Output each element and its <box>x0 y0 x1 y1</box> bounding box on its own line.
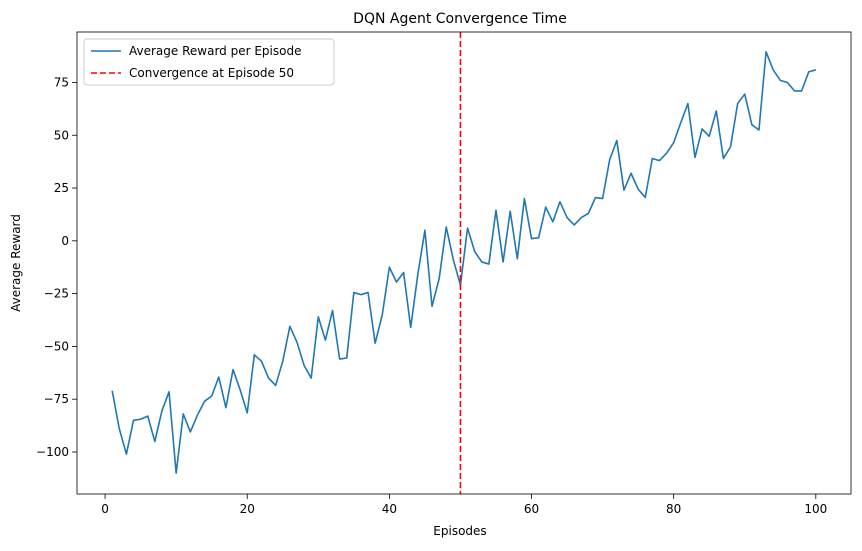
x-tick-label: 100 <box>804 502 827 516</box>
y-tick-label: 75 <box>54 75 69 89</box>
x-axis-label: Episodes <box>433 524 486 538</box>
y-tick-label: −50 <box>44 339 69 353</box>
axes-frame <box>76 31 852 495</box>
series-line-average-reward <box>111 51 817 474</box>
x-tick-label: 60 <box>524 502 539 516</box>
y-tick-label: 25 <box>54 181 69 195</box>
x-tick-label: 40 <box>382 502 397 516</box>
legend-label: Average Reward per Episode <box>129 44 301 58</box>
plot-area: 0 20 40 60 80 100 −100 −75 −50 −25 0 25 50 75 <box>36 31 852 516</box>
legend-label: Convergence at Episode 50 <box>129 66 294 80</box>
legend-box <box>83 38 335 86</box>
y-tick-label: −75 <box>44 392 69 406</box>
y-tick-label: 0 <box>61 234 69 248</box>
y-tick-label: −100 <box>36 445 69 459</box>
x-tick-label: 80 <box>666 502 681 516</box>
x-tick-label: 20 <box>240 502 255 516</box>
y-axis-label: Average Reward <box>9 214 23 312</box>
chart-title: DQN Agent Convergence Time <box>353 11 567 27</box>
legend: Average Reward per Episode Convergence at… <box>83 38 335 86</box>
y-tick-label: 50 <box>54 128 69 142</box>
y-tick-label: −25 <box>44 287 69 301</box>
x-tick-label: 0 <box>101 502 109 516</box>
